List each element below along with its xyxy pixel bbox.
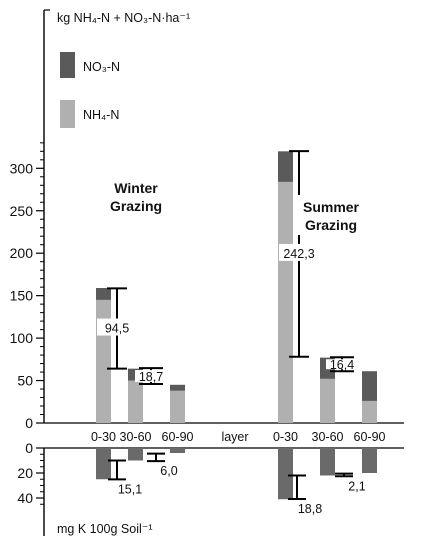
bar-no3 [96,288,111,300]
top-tick-label: 150 [10,288,34,304]
group-title-line2: Grazing [305,217,357,233]
lsd-top-label: 242,3 [283,247,314,261]
bar-no3 [362,371,377,401]
bar-no3 [278,151,293,182]
lsd-label-bg [326,359,358,370]
lsd-top-label: 16,4 [330,358,354,372]
top-tick-label: 300 [10,160,34,176]
legend-swatch-nh4 [60,100,75,128]
bar-nh4 [362,400,377,423]
bar-nh4 [278,181,293,423]
bottom-axis-units: mg K 100g Soil⁻¹ [57,522,153,536]
bar-nh4 [320,378,335,423]
group-title-line2: Grazing [110,198,162,214]
lsd-bottom-label: 18,8 [298,502,322,516]
x-tick-label: 30-60 [120,430,152,444]
x-tick-label: 30-60 [312,430,344,444]
lsd-bottom-label: 6,0 [160,464,177,478]
top-tick-label: 50 [17,373,33,389]
top-tick-label: 250 [10,203,34,219]
x-axis-label: layer [221,430,248,444]
lsd-top-label: 94,5 [105,322,129,336]
bar-k [96,448,111,480]
bar-k [128,448,143,461]
lsd-label-bg [97,318,137,336]
legend-label-no3: NO₃-N [83,60,120,74]
x-tick-label: 60-90 [162,430,194,444]
lsd-label-bg [279,243,319,261]
bottom-tick-label: 40 [17,490,33,506]
bar-k [320,448,335,476]
x-tick-label: 0-30 [91,430,116,444]
lsd-bottom-label: 15,1 [118,482,142,496]
lsd-label-bg [135,370,167,382]
top-tick-label: 0 [25,415,33,431]
bottom-tick-label: 0 [25,440,33,456]
x-tick-label: 60-90 [354,430,386,444]
group-title-line1: Summer [303,199,360,215]
legend-swatch-no3 [60,52,75,78]
bar-nh4 [128,380,143,423]
bar-k [362,448,377,473]
group-title-line1: Winter [114,180,158,196]
top-axis-units: kg NH₄-N + NO₃-N·ha⁻¹ [57,11,190,25]
bar-k [278,448,293,500]
bar-no3 [170,384,185,391]
top-tick-label: 200 [10,245,34,261]
x-tick-label: 0-30 [273,430,298,444]
bar-k [170,448,185,453]
bottom-tick-label: 20 [17,465,33,481]
top-tick-label: 100 [10,330,34,346]
bar-nh4 [170,390,185,423]
bar-nh4 [96,299,111,423]
lsd-top-label: 18,7 [139,370,163,384]
lsd-bottom-label: 2,1 [348,479,365,493]
group-title-bg [293,195,369,235]
legend-label-nh4: NH₄-N [83,108,119,122]
